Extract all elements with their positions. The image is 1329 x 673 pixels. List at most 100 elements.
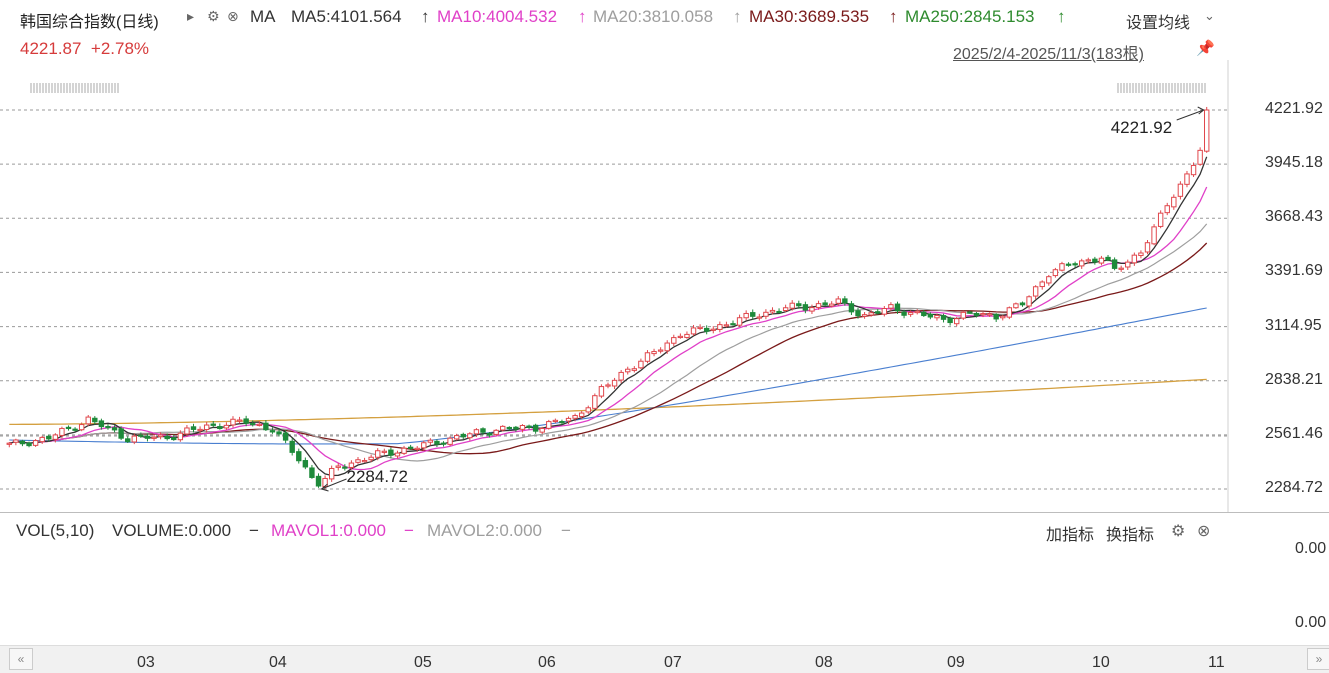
- candle-body: [335, 465, 341, 468]
- candle-body: [618, 371, 624, 381]
- ma10-line: [9, 186, 1208, 471]
- candle-body: [1085, 259, 1091, 262]
- candle-body: [302, 460, 309, 468]
- switch-indicator-button[interactable]: 换指标: [1106, 527, 1155, 544]
- candle-body: [1157, 212, 1164, 227]
- last-quote: 4221.87 +2.78%: [20, 39, 149, 59]
- candle-body: [1059, 263, 1065, 271]
- add-indicator-button[interactable]: 加指标: [1046, 527, 1095, 544]
- candle-body: [901, 311, 907, 316]
- candle-body: [171, 437, 177, 441]
- candle-body: [111, 427, 118, 431]
- candle-body: [703, 327, 710, 332]
- scroll-right-button[interactable]: »: [1307, 648, 1329, 670]
- candle-body: [625, 368, 631, 373]
- pin-icon[interactable]: 📌: [1196, 40, 1215, 57]
- candle-body: [638, 360, 644, 369]
- y-tick-label: 3114.95: [1265, 316, 1322, 334]
- x-tick-label: 04: [269, 654, 287, 671]
- close-icon[interactable]: ⊗: [227, 8, 239, 24]
- candle-body: [1197, 149, 1203, 165]
- mavol1-dash: −: [404, 521, 414, 540]
- candle-body: [710, 328, 716, 331]
- candle-body: [500, 425, 506, 431]
- candle-body: [440, 442, 447, 445]
- candle-body: [651, 351, 657, 355]
- candle-body: [763, 311, 769, 317]
- candle-body: [269, 430, 276, 433]
- chevron-down-icon[interactable]: ⌄: [1204, 8, 1215, 23]
- candle-body: [230, 418, 236, 426]
- ma-button[interactable]: MA: [250, 7, 276, 26]
- candle-body: [453, 435, 460, 440]
- candle-body: [907, 312, 914, 315]
- gear-icon[interactable]: ⚙: [1171, 523, 1186, 540]
- candle-body: [1046, 276, 1052, 284]
- ma60-line: [9, 307, 1207, 445]
- candle-body: [717, 324, 723, 330]
- y-tick-label: 2561.46: [1265, 424, 1323, 442]
- candle-body: [894, 303, 901, 312]
- candle-body: [184, 427, 190, 435]
- candle-body: [1138, 252, 1144, 256]
- y-tick-label: 3945.18: [1265, 154, 1323, 172]
- close-icon[interactable]: ⊗: [1197, 523, 1211, 540]
- price-chart[interactable]: 4221.92 2284.72: [0, 60, 1329, 512]
- candle-body: [677, 335, 684, 339]
- candle-body: [1151, 226, 1157, 245]
- high-arrow-line: [1176, 109, 1204, 121]
- candle-body: [802, 304, 809, 311]
- x-tick-label: 03: [137, 654, 155, 671]
- arrow-up-icon: ↑: [421, 7, 430, 26]
- scroll-left-button[interactable]: «: [9, 648, 33, 670]
- candle-body: [1006, 307, 1013, 318]
- candle-body: [750, 312, 756, 317]
- candle-body: [756, 316, 763, 319]
- candle-body: [657, 349, 664, 352]
- candle-body: [605, 384, 611, 387]
- volume-value: VOLUME:0.000: [112, 521, 232, 540]
- candle-body: [546, 421, 552, 429]
- candle-body: [1098, 257, 1105, 264]
- candle-body: [315, 475, 322, 487]
- candle-body: [671, 337, 677, 344]
- y-tick-label: 3668.43: [1265, 208, 1323, 226]
- candle-body: [855, 310, 861, 317]
- candle-body: [223, 424, 230, 429]
- annotations: 4221.92 2284.72: [320, 106, 1205, 492]
- gear-icon[interactable]: ⚙: [207, 8, 220, 24]
- ma10-legend: MA10:4004.532: [437, 7, 558, 26]
- ma-settings-button[interactable]: 设置均线: [1126, 15, 1191, 32]
- candle-body: [486, 432, 493, 436]
- panel-divider[interactable]: [0, 512, 1329, 513]
- arrow-up-icon: ↑: [733, 7, 742, 26]
- candle-body: [157, 434, 164, 438]
- x-tick-label: 06: [538, 654, 556, 671]
- candle-body: [828, 303, 835, 307]
- x-tick-label: 05: [414, 654, 432, 671]
- mavol2-dash: −: [561, 521, 571, 540]
- candle-body: [1184, 173, 1190, 185]
- candle-body: [526, 425, 532, 428]
- arrow-up-icon: ↑: [578, 7, 587, 26]
- high-annotation: 4221.92: [1111, 118, 1172, 137]
- candle-body: [1118, 267, 1124, 270]
- expand-arrow-icon[interactable]: ▸: [187, 8, 195, 24]
- candle-body: [427, 439, 434, 443]
- candle-body: [690, 327, 697, 335]
- date-range[interactable]: 2025/2/4-2025/11/3(183根): [953, 46, 1144, 63]
- candle-body: [348, 462, 355, 468]
- y-tick-label: 2838.21: [1265, 370, 1323, 388]
- candle-body: [993, 313, 999, 320]
- candle-body: [848, 303, 855, 313]
- candle-body: [914, 310, 920, 314]
- candle-body: [565, 417, 572, 422]
- candle-body: [973, 312, 980, 316]
- time-axis-bar[interactable]: [0, 645, 1329, 673]
- candle-body: [789, 302, 795, 309]
- arrow-up-icon: ↑: [1057, 7, 1066, 26]
- candle-body: [815, 303, 822, 308]
- candle-body: [368, 456, 374, 461]
- candle-body: [776, 310, 782, 314]
- candle-body: [631, 368, 638, 371]
